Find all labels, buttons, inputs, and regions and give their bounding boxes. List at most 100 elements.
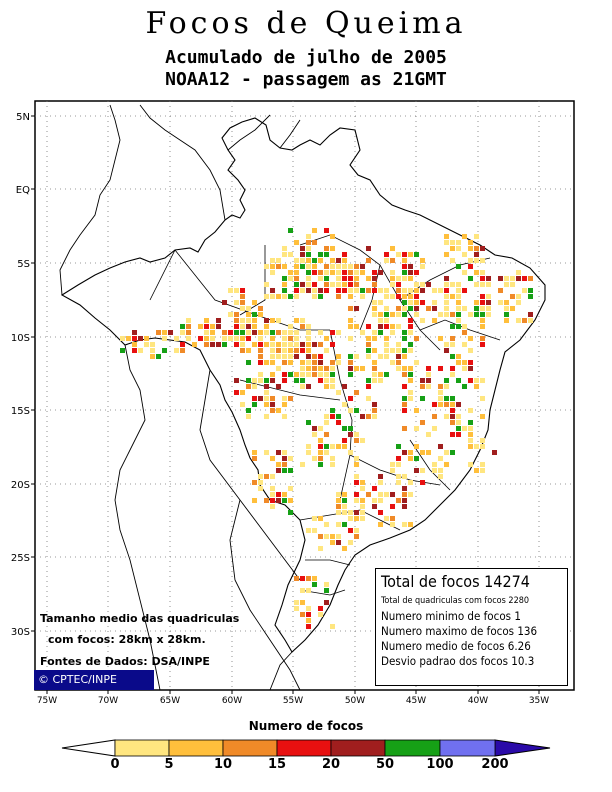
fire-cell: [384, 354, 389, 359]
fire-cell: [396, 474, 401, 479]
fire-cell: [408, 324, 413, 329]
fire-cell: [300, 576, 305, 581]
fire-cell: [270, 354, 275, 359]
fire-cell: [312, 516, 317, 521]
fire-cell: [324, 450, 329, 455]
fire-cell: [276, 348, 281, 353]
fire-cell: [264, 396, 269, 401]
fire-cell: [330, 408, 335, 413]
fire-cell: [450, 408, 455, 413]
fire-cell: [312, 366, 317, 371]
fire-cell: [378, 510, 383, 515]
fire-cell: [270, 486, 275, 491]
lon-tick-label: 60W: [222, 696, 242, 706]
fire-cell: [210, 342, 215, 347]
fire-cell: [372, 336, 377, 341]
fire-cell: [390, 492, 395, 497]
fire-cell: [402, 402, 407, 407]
fire-cell: [306, 360, 311, 365]
fire-cell: [396, 288, 401, 293]
fire-cell: [354, 270, 359, 275]
fire-cell: [408, 492, 413, 497]
fire-cell: [204, 324, 209, 329]
fire-cell: [504, 312, 509, 317]
fire-cell: [318, 360, 323, 365]
fire-cell: [342, 402, 347, 407]
fire-cell: [330, 384, 335, 389]
fire-cell: [264, 318, 269, 323]
fire-cell: [192, 342, 197, 347]
fire-cell: [402, 270, 407, 275]
fire-cell: [318, 438, 323, 443]
fire-cell: [462, 366, 467, 371]
fire-cell: [396, 480, 401, 485]
fire-cell: [246, 348, 251, 353]
fire-cell: [486, 282, 491, 287]
fire-cell: [456, 312, 461, 317]
fire-cell: [342, 522, 347, 527]
fire-cells: [120, 228, 533, 629]
fire-cell: [120, 348, 125, 353]
fire-cell: [312, 354, 317, 359]
fire-cell: [336, 294, 341, 299]
fire-cell: [378, 498, 383, 503]
fire-cell: [306, 234, 311, 239]
fire-cell: [276, 318, 281, 323]
fire-cell: [510, 294, 515, 299]
fire-cell: [270, 492, 275, 497]
fire-cell: [330, 342, 335, 347]
fire-cell: [126, 336, 131, 341]
fire-cell: [312, 576, 317, 581]
fire-cell: [450, 366, 455, 371]
fire-cell: [366, 396, 371, 401]
fire-cell: [408, 288, 413, 293]
fire-cell: [396, 342, 401, 347]
fire-cell: [360, 366, 365, 371]
fire-cell: [402, 504, 407, 509]
fire-cell: [282, 414, 287, 419]
fire-cell: [270, 402, 275, 407]
fire-cell: [276, 354, 281, 359]
fire-cell: [318, 378, 323, 383]
fire-cell: [354, 432, 359, 437]
fire-cell: [408, 330, 413, 335]
fire-cell: [354, 264, 359, 269]
fire-cell: [444, 234, 449, 239]
fire-cell: [294, 330, 299, 335]
fire-cell: [240, 402, 245, 407]
fire-cell: [384, 318, 389, 323]
fire-cell: [366, 246, 371, 251]
fire-cell: [282, 336, 287, 341]
fire-cell: [444, 294, 449, 299]
fire-cell: [432, 462, 437, 467]
note-sources: Fontes de Dados: DSA/INPE: [40, 655, 210, 668]
fire-cell: [366, 348, 371, 353]
fire-cell: [432, 318, 437, 323]
fire-cell: [444, 384, 449, 389]
fire-cell: [312, 288, 317, 293]
fire-cell: [348, 324, 353, 329]
fire-cell: [414, 426, 419, 431]
fire-cell: [282, 246, 287, 251]
fire-cell: [270, 396, 275, 401]
fire-cell: [444, 300, 449, 305]
fire-cell: [474, 300, 479, 305]
fire-cell: [324, 420, 329, 425]
fire-cell: [444, 240, 449, 245]
fire-cell: [258, 336, 263, 341]
fire-cell: [264, 282, 269, 287]
fire-cell: [252, 318, 257, 323]
fire-cell: [366, 414, 371, 419]
fire-cell: [234, 312, 239, 317]
fire-cell: [384, 372, 389, 377]
fire-cell: [348, 516, 353, 521]
fire-cell: [294, 264, 299, 269]
fire-cell: [312, 432, 317, 437]
fire-cell: [264, 414, 269, 419]
fire-cell: [354, 438, 359, 443]
fire-cell: [336, 282, 341, 287]
fire-cell: [240, 342, 245, 347]
fire-cell: [402, 252, 407, 257]
fire-cell: [408, 480, 413, 485]
fire-cell: [264, 450, 269, 455]
